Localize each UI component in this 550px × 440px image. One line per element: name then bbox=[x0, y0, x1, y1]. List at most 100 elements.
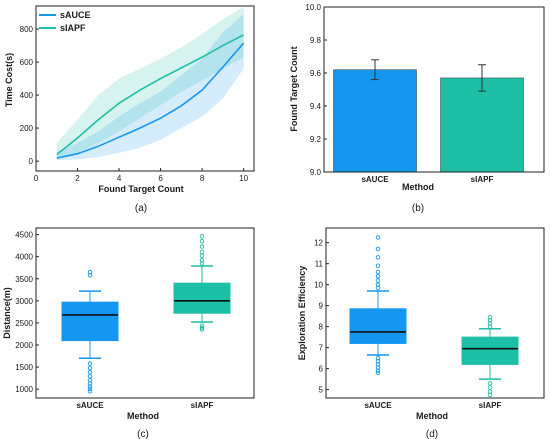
outlier-point-sauce bbox=[375, 269, 381, 275]
panel-c-y-tick-label: 1500 bbox=[15, 363, 33, 372]
panel-a-y-tick-label: 400 bbox=[20, 91, 34, 100]
box-sauce bbox=[61, 301, 119, 342]
panel-d-x-tick-label: sAUCE bbox=[364, 401, 392, 410]
panel-c-x-axis-label: Method bbox=[127, 411, 159, 421]
panel-b-y-axis-label: Found Target Count bbox=[289, 46, 299, 131]
panel-a-x-tick-label: 0 bbox=[34, 174, 39, 183]
outlier-point-sauce bbox=[87, 386, 93, 391]
outlier-point-siapf bbox=[199, 234, 205, 239]
box-sauce bbox=[349, 308, 407, 344]
panel-b-caption: (b) bbox=[412, 203, 424, 214]
panel-c-y-tick-label: 2500 bbox=[15, 319, 33, 328]
series-line-sauce bbox=[56, 42, 245, 159]
outlier-point-sauce bbox=[87, 365, 93, 371]
panel-a-x-tick-label: 4 bbox=[117, 174, 122, 183]
panel-c-distance-box-plot: sAUCE sIAPF 1000 1500 2000 2500 3000 3500 4000 45… bbox=[2, 227, 255, 440]
outlier-point-sauce bbox=[375, 255, 381, 260]
panel-b-y-tick-label: 10.0 bbox=[305, 3, 321, 12]
box-siapf bbox=[173, 282, 231, 314]
outlier-point-siapf bbox=[487, 385, 493, 390]
panel-c-x-tick-label: sIAPF bbox=[191, 401, 214, 410]
outlier-point-sauce bbox=[87, 370, 93, 375]
panel-c-y-tick-label: 3000 bbox=[15, 297, 33, 306]
panel-b-y-tick-label: 9.4 bbox=[310, 102, 322, 111]
outlier-point-siapf bbox=[199, 253, 205, 259]
panel-a-caption: (a) bbox=[135, 203, 147, 214]
outlier-point-siapf bbox=[199, 249, 205, 255]
outlier-point-sauce bbox=[375, 274, 381, 279]
outlier-point-sauce bbox=[375, 370, 381, 376]
panel-c-y-axis-label: Distance(m) bbox=[2, 287, 12, 339]
box-siapf bbox=[461, 336, 519, 365]
panel-b-found-target-bar-chart: sAUCE sIAPF 9.0 9.2 9.4 9.6 9.8 10.0 Method Fou… bbox=[289, 3, 545, 214]
panel-a-x-tick-label: 2 bbox=[75, 174, 80, 183]
outlier-point-sauce bbox=[375, 246, 381, 252]
outlier-point-siapf bbox=[199, 244, 205, 249]
panel-a-x-axis-label: Found Target Count bbox=[98, 184, 183, 194]
outlier-point-sauce bbox=[87, 384, 93, 389]
panel-c-y-tick-label: 4500 bbox=[15, 231, 33, 240]
panel-d-y-tick-label: 10 bbox=[314, 281, 323, 290]
outlier-point-siapf bbox=[487, 381, 493, 386]
outlier-point-sauce bbox=[375, 359, 381, 364]
panel-d-x-tick-label: sIAPF bbox=[479, 401, 502, 410]
outlier-point-siapf bbox=[199, 257, 205, 263]
panel-b-x-tick-label: sAUCE bbox=[361, 175, 389, 184]
panel-b-x-tick-label: sIAPF bbox=[471, 175, 494, 184]
outlier-point-siapf bbox=[487, 314, 493, 320]
outlier-point-sauce bbox=[87, 361, 93, 366]
outlier-point-sauce bbox=[87, 269, 93, 275]
panel-b-y-tick-label: 9.2 bbox=[310, 135, 322, 144]
panel-a-y-tick-label: 600 bbox=[20, 58, 34, 67]
panel-c-y-tick-label: 1000 bbox=[15, 385, 33, 394]
bar-siapf bbox=[440, 77, 524, 173]
outlier-point-sauce bbox=[375, 235, 381, 240]
panel-d-exploration-efficiency-box-plot: sAUCE sIAPF 5 6 7 8 9 10 11 12 Method Exploration… bbox=[297, 227, 545, 440]
series-band-siapf bbox=[56, 6, 244, 160]
outlier-point-sauce bbox=[87, 374, 93, 379]
outlier-point-sauce bbox=[375, 263, 381, 269]
panel-b-y-tick-label: 9.6 bbox=[310, 69, 322, 78]
outlier-point-siapf bbox=[199, 261, 205, 266]
outlier-point-siapf bbox=[487, 324, 493, 329]
panel-c-y-tick-label: 3500 bbox=[15, 275, 33, 284]
panel-b-y-tick-label: 9.8 bbox=[310, 36, 322, 45]
panel-a-plot-frame bbox=[35, 5, 255, 172]
outlier-point-sauce bbox=[375, 285, 381, 291]
panel-a-y-axis-label: Time Cost(s) bbox=[4, 53, 14, 107]
outlier-point-sauce bbox=[87, 378, 93, 383]
panel-a-x-tick-label: 8 bbox=[200, 174, 205, 183]
outlier-point-sauce bbox=[87, 381, 93, 386]
legend-label-siapf: sIAPF bbox=[60, 23, 86, 33]
panel-c-y-tick-label: 2000 bbox=[15, 341, 33, 350]
panel-b-x-axis-label: Method bbox=[402, 182, 434, 192]
panel-c-caption: (c) bbox=[137, 429, 149, 440]
panel-d-y-tick-label: 11 bbox=[315, 260, 324, 269]
panel-a-y-tick-label: 0 bbox=[29, 157, 34, 166]
panel-b-plot-frame bbox=[323, 6, 545, 173]
panel-d-y-tick-label: 5 bbox=[319, 386, 324, 395]
panel-d-y-tick-label: 7 bbox=[319, 344, 324, 353]
outlier-point-sauce bbox=[375, 278, 381, 283]
panel-d-y-tick-label: 6 bbox=[319, 365, 324, 374]
panel-c-x-tick-label: sAUCE bbox=[76, 401, 104, 410]
panel-a-x-tick-label: 10 bbox=[239, 174, 248, 183]
panel-b-y-tick-label: 9.0 bbox=[310, 168, 322, 177]
outlier-point-sauce bbox=[375, 355, 381, 361]
panel-d-y-axis-label: Exploration Efficiency bbox=[297, 266, 307, 361]
panel-a-y-tick-label: 200 bbox=[20, 124, 34, 133]
outlier-point-siapf bbox=[199, 327, 205, 332]
panel-d-caption: (d) bbox=[426, 429, 438, 440]
series-line-siapf bbox=[56, 34, 244, 156]
panel-d-y-tick-label: 8 bbox=[319, 323, 324, 332]
legend-label-sauce: sAUCE bbox=[60, 10, 91, 20]
outlier-point-siapf bbox=[487, 389, 493, 394]
panel-d-y-tick-label: 9 bbox=[319, 302, 324, 311]
panel-d-x-axis-label: Method bbox=[416, 411, 448, 421]
panel-a-legend: sAUCE sIAPF bbox=[39, 10, 91, 33]
panel-d-y-tick-label: 12 bbox=[314, 239, 323, 248]
panel-d-plot-frame bbox=[325, 227, 545, 399]
bar-sauce bbox=[333, 69, 417, 173]
outlier-point-siapf bbox=[199, 238, 205, 244]
